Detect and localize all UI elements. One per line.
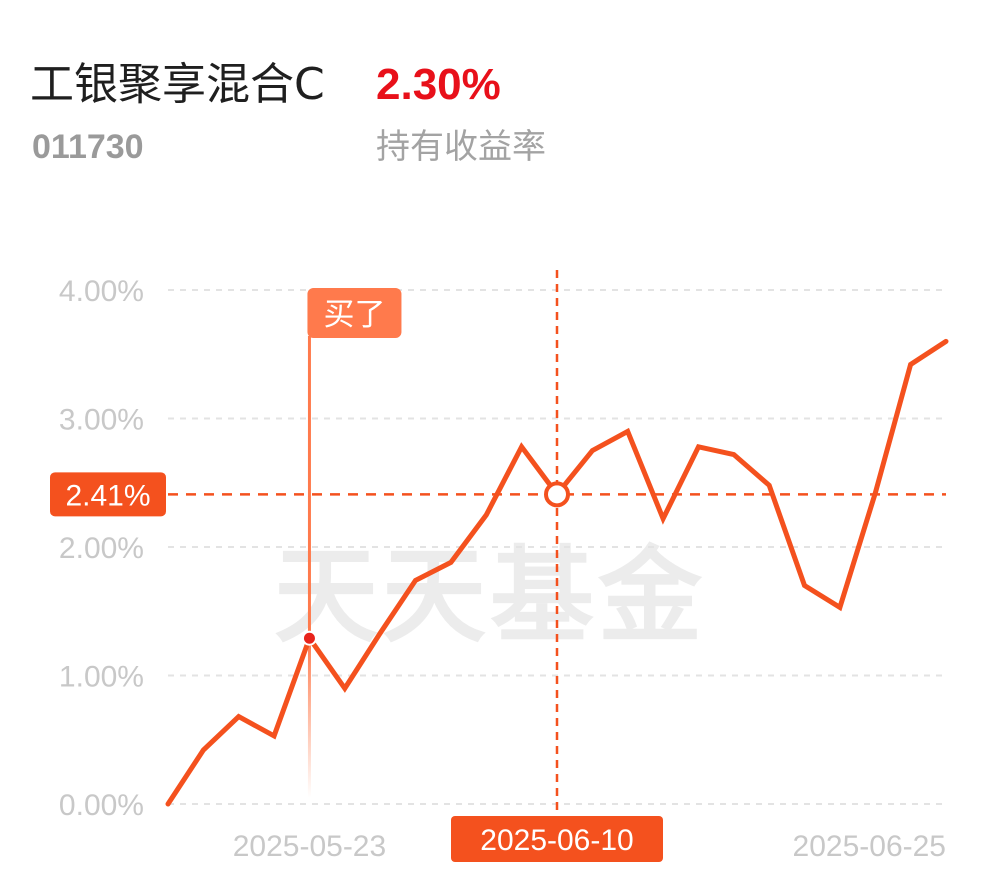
y-tick-label: 1.00% xyxy=(59,661,144,694)
crosshair-value-label: 2.41% xyxy=(65,479,150,512)
y-tick-label: 3.00% xyxy=(59,404,144,437)
y-axis-tick-labels: 0.00% 1.00% 2.00% 3.00% 4.00% xyxy=(59,275,144,822)
buy-point-dot xyxy=(301,630,317,646)
fund-header: 工银聚享混合C 011730 2.30% 持有收益率 xyxy=(30,55,970,185)
buy-marker-tag xyxy=(307,288,402,338)
crosshair-point xyxy=(544,481,570,508)
x-tick-label: 2025-06-25 xyxy=(793,830,946,863)
buy-marker-label: 买了 xyxy=(323,297,385,333)
fund-name: 工银聚享混合C xyxy=(30,59,325,110)
watermark: 天天基金 xyxy=(274,535,706,657)
buy-marker-line-lower xyxy=(307,638,311,798)
crosshair-date-label: 2025-06-10 xyxy=(480,824,633,857)
holding-yield-label: 持有收益率 xyxy=(376,127,546,167)
y-tick-label: 4.00% xyxy=(59,275,144,308)
buy-marker-line-upper xyxy=(307,336,311,639)
crosshair xyxy=(168,270,946,814)
crosshair-value-badge xyxy=(50,472,166,517)
buy-marker: 买了 xyxy=(307,288,402,798)
y-tick-label: 2.00% xyxy=(59,532,144,565)
x-tick-label: 2025-05-23 xyxy=(233,830,386,863)
y-tick-label: 0.00% xyxy=(59,789,144,822)
holding-yield-value: 2.30% xyxy=(376,60,501,109)
fund-code: 011730 xyxy=(32,128,144,166)
x-axis-tick-labels: 2025-05-23 2025-06-25 xyxy=(233,830,946,863)
crosshair-date-badge xyxy=(451,816,663,862)
crosshair-overlay: 2.41% 2025-06-10 xyxy=(50,472,663,862)
